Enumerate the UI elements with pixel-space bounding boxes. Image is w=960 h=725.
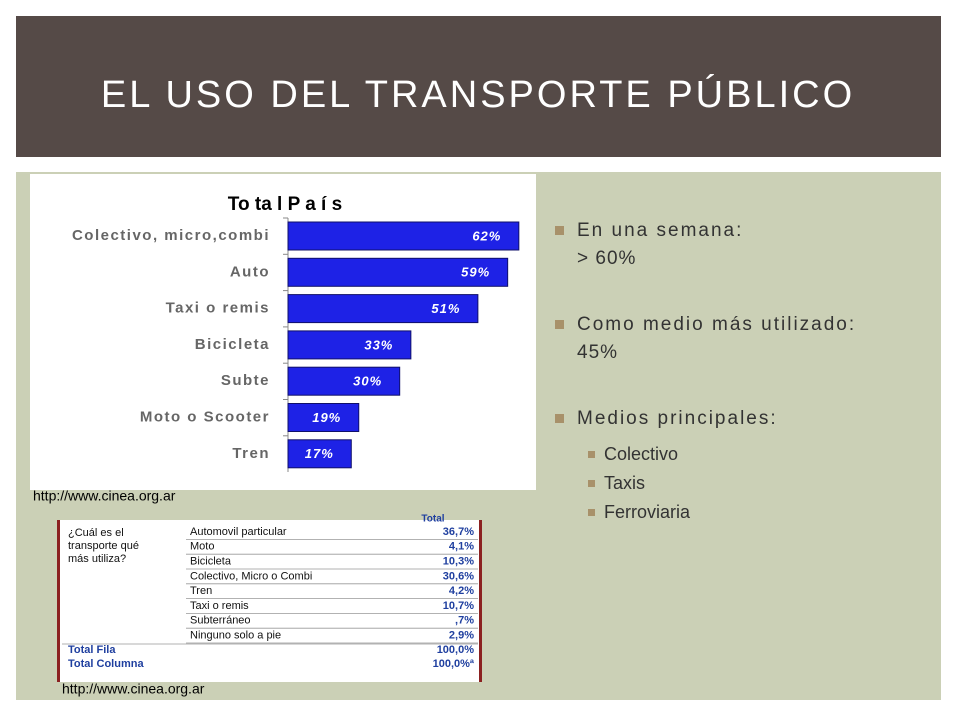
table-row-value: 30,6% bbox=[443, 570, 474, 582]
bar bbox=[287, 330, 412, 360]
table-row-label: Ninguno solo a pie bbox=[190, 630, 281, 642]
chart-image bbox=[30, 174, 536, 490]
bar bbox=[287, 257, 509, 287]
category-label: Tren bbox=[232, 445, 270, 462]
sub-bullet-marker bbox=[588, 451, 595, 458]
slide-title: EL USO DEL TRANSPORTE PÚBLICO bbox=[101, 73, 855, 116]
bullet-marker bbox=[555, 320, 564, 329]
sub-bullet-text: Ferroviaria bbox=[604, 502, 691, 522]
bullet-text: 45% bbox=[577, 342, 618, 363]
table-row-label: Bicicleta bbox=[190, 556, 232, 568]
table-row-label: Colectivo, Micro o Combi bbox=[190, 570, 312, 582]
table-total-label: Total Fila bbox=[68, 644, 116, 656]
table-total-value: 100,0%ª bbox=[433, 658, 475, 670]
table-image bbox=[57, 520, 482, 682]
category-label: Subte bbox=[221, 372, 270, 389]
category-label: Bicicleta bbox=[195, 336, 270, 353]
sub-bullet-marker bbox=[588, 509, 595, 516]
table-row-label: Moto bbox=[190, 541, 214, 553]
table-row-value: ,7% bbox=[455, 615, 474, 627]
bullet-text: En una semana: bbox=[577, 220, 743, 241]
bar-value-label: 30% bbox=[353, 374, 382, 389]
category-label: Colectivo, micro,combi bbox=[72, 227, 270, 244]
source-link: http://www.cinea.org.ar bbox=[62, 681, 205, 697]
bar bbox=[287, 221, 520, 251]
table-question: más utiliza? bbox=[68, 553, 126, 565]
table-row-value: 2,9% bbox=[449, 630, 474, 642]
table-border bbox=[479, 520, 482, 682]
table-question: ¿Cuál es el bbox=[68, 527, 124, 539]
table-row-label: Tren bbox=[190, 585, 212, 597]
bullet-marker bbox=[555, 414, 564, 423]
table-row-value: 10,7% bbox=[443, 600, 474, 612]
table-header: Total bbox=[421, 514, 444, 525]
table-total-value: 100,0% bbox=[437, 644, 475, 656]
table-row-label: Automovil particular bbox=[190, 526, 287, 538]
category-label: Taxi o remis bbox=[166, 300, 270, 317]
category-label: Moto o Scooter bbox=[140, 408, 270, 425]
source-link: http://www.cinea.org.ar bbox=[33, 488, 176, 504]
table-row-value: 36,7% bbox=[443, 526, 474, 538]
sub-bullet-text: Taxis bbox=[604, 473, 645, 493]
sub-bullet-text: Colectivo bbox=[604, 444, 678, 464]
bullet-text: > 60% bbox=[577, 248, 636, 269]
category-label: Auto bbox=[230, 263, 270, 280]
bar-value-label: 51% bbox=[431, 301, 460, 316]
table-row-label: Subterráneo bbox=[190, 615, 251, 627]
bar-value-label: 62% bbox=[472, 228, 501, 243]
bullet-marker bbox=[555, 226, 564, 235]
bar bbox=[287, 294, 479, 324]
bar-value-label: 33% bbox=[364, 337, 393, 352]
table-total-label: Total Columna bbox=[68, 658, 144, 670]
bar-value-label: 17% bbox=[305, 446, 334, 461]
bar-value-label: 59% bbox=[461, 265, 490, 280]
bar-value-label: 19% bbox=[312, 410, 341, 425]
table-row-value: 4,2% bbox=[449, 585, 474, 597]
title-bar bbox=[16, 16, 941, 157]
table-border bbox=[57, 520, 60, 682]
sub-bullet-marker bbox=[588, 480, 595, 487]
bullet-text: Medios principales: bbox=[577, 408, 778, 429]
bullet-text: Como medio más utilizado: bbox=[577, 314, 856, 335]
table-row-label: Taxi o remis bbox=[190, 600, 249, 612]
table-question: transporte qué bbox=[68, 540, 139, 552]
chart-title: To ta l P a í s bbox=[228, 194, 342, 215]
bar bbox=[287, 403, 360, 432]
table-row-value: 10,3% bbox=[443, 556, 474, 568]
bar bbox=[287, 439, 352, 469]
bar bbox=[287, 366, 401, 396]
table-row-value: 4,1% bbox=[449, 541, 474, 553]
